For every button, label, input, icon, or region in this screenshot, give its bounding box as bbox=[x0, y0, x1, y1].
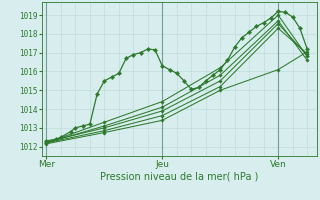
X-axis label: Pression niveau de la mer( hPa ): Pression niveau de la mer( hPa ) bbox=[100, 172, 258, 182]
